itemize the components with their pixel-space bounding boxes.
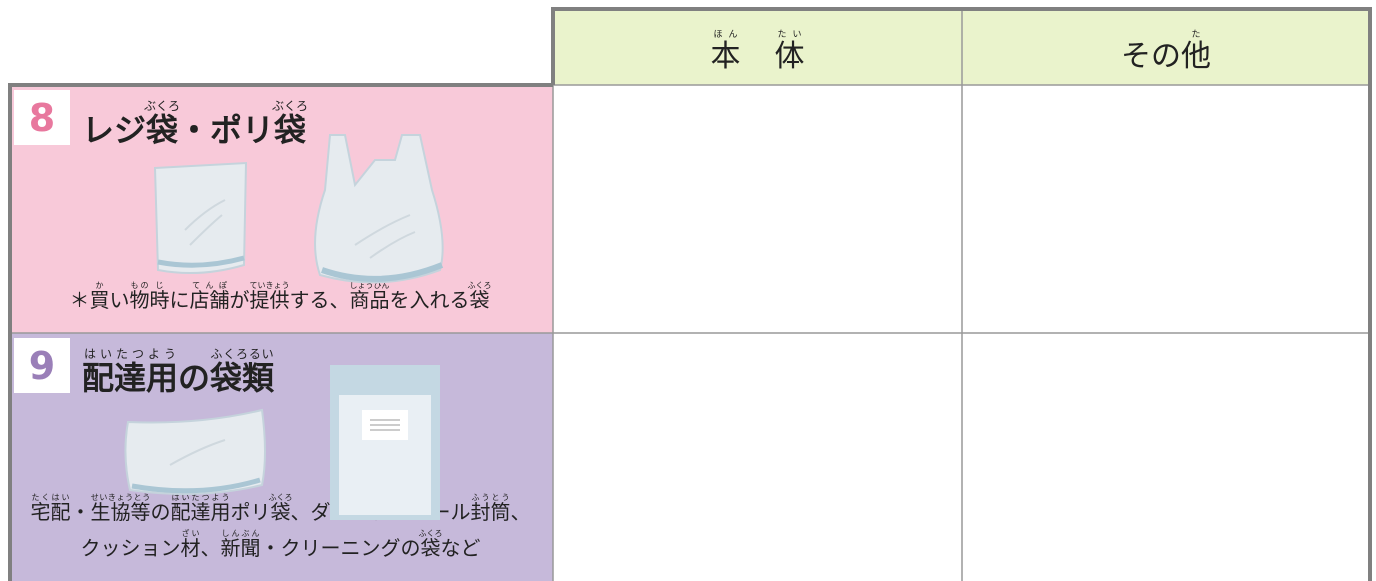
text: い <box>109 288 130 312</box>
note-line: 宅配たくはい・生協等せいきょうとうの配達用はいたつようポリ袋ふくろ、ダイレクトメ… <box>8 493 553 529</box>
text: ポリ <box>230 500 271 524</box>
note-line: クッション材ざい、新聞しんぶん・クリーニングの袋ふくろなど <box>8 529 553 565</box>
row-number: 8 <box>14 90 70 145</box>
furigana: しんぶん <box>220 529 261 538</box>
text: 配達用 <box>82 359 179 397</box>
furigana: ふくろ <box>418 529 443 538</box>
furigana: たくはい <box>30 493 71 502</box>
ruby-text: 袋ふくろ <box>467 281 492 312</box>
text: 封筒 <box>470 500 511 524</box>
ruby-text: 新聞しんぶん <box>220 529 261 560</box>
text: 買 <box>89 288 110 312</box>
furigana: てんぽ <box>189 281 230 290</box>
furigana: か <box>89 281 110 290</box>
ruby-text: 他た <box>1181 30 1211 75</box>
furigana: ふくろるい <box>210 347 275 361</box>
ruby-text: 商品しょうひん <box>349 281 390 312</box>
text: 店舗 <box>189 288 230 312</box>
ruby-text: 買か <box>89 281 110 312</box>
text: が <box>229 288 250 312</box>
text: 袋 <box>272 111 309 149</box>
furigana: ふうとう <box>470 493 511 502</box>
text: の <box>150 500 171 524</box>
furigana: た <box>1181 30 1211 40</box>
row-label: 9 配達用はいたつようの袋類ふくろるい 宅配たくはい・生協等せいきょうとうの配達… <box>8 333 553 581</box>
ruby-text: 配達用はいたつよう <box>170 493 231 524</box>
text: 本 <box>710 39 741 74</box>
text: 物 <box>129 288 150 312</box>
furigana: ていきょう <box>249 281 290 290</box>
text: する、 <box>289 288 350 312</box>
text: を入れる <box>389 288 470 312</box>
text: 生協等 <box>90 500 151 524</box>
furigana: たい <box>774 30 805 40</box>
text: 、 <box>510 500 531 524</box>
text: 商品 <box>349 288 390 312</box>
text: 配達用 <box>170 500 231 524</box>
text: 、 <box>200 536 221 560</box>
text: クッション <box>80 536 181 560</box>
furigana: ざい <box>180 529 201 538</box>
text: など <box>440 536 481 560</box>
text: 袋 <box>467 288 492 312</box>
text: ・ <box>70 500 91 524</box>
furigana: じ <box>149 281 170 290</box>
furigana: ふくろ <box>268 493 293 502</box>
text: レジ <box>82 111 147 149</box>
ruby-text: 体たい <box>775 30 805 75</box>
ruby-text: 生協等せいきょうとう <box>90 493 151 524</box>
furigana: もの <box>129 281 150 290</box>
text: 袋類 <box>210 359 275 397</box>
text: 新聞 <box>220 536 261 560</box>
text: 時 <box>149 288 170 312</box>
row-title: レジ袋ぶくろ・ポリ袋ぶくろ <box>82 99 308 151</box>
text: に <box>169 288 190 312</box>
text: 袋 <box>418 536 443 560</box>
text: ・ポリ <box>178 111 275 149</box>
furigana: せいきょうとう <box>90 493 151 502</box>
furigana: はいたつよう <box>82 347 179 361</box>
text: その <box>1121 39 1181 74</box>
row-number: 9 <box>14 338 70 393</box>
ruby-text: 封筒ふうとう <box>470 493 511 524</box>
ruby-text: 袋類ふくろるい <box>210 347 275 397</box>
furigana: ぶくろ <box>144 99 181 113</box>
furigana: はいたつよう <box>170 493 231 502</box>
note-line: ＊買かい物もの時じに店舗てんぽが提供ていきょうする、商品しょうひんを入れる袋ふく… <box>8 281 553 317</box>
ruby-text: 時じ <box>149 281 170 312</box>
ruby-text: 材ざい <box>180 529 201 560</box>
ruby-text: 袋ふくろ <box>268 493 293 524</box>
text: 、ダイレクトメール <box>290 500 471 524</box>
furigana: しょうひん <box>349 281 390 290</box>
ruby-text: 袋ぶくろ <box>272 99 309 149</box>
ruby-text: 本ほん <box>711 30 741 75</box>
row-note: 宅配たくはい・生協等せいきょうとうの配達用はいたつようポリ袋ふくろ、ダイレクトメ… <box>8 493 553 565</box>
text: 袋 <box>144 111 181 149</box>
furigana: ふくろ <box>467 281 492 290</box>
text: 体 <box>774 39 805 74</box>
text: 材 <box>180 536 201 560</box>
row-label: 8 レジ袋ぶくろ・ポリ袋ぶくろ ＊買かい物もの時じに店舗てんぽが提供ていきょうす… <box>8 85 553 333</box>
text: 提供 <box>249 288 290 312</box>
furigana: ぶくろ <box>272 99 309 113</box>
row-note: ＊買かい物もの時じに店舗てんぽが提供ていきょうする、商品しょうひんを入れる袋ふく… <box>8 281 553 317</box>
text: 宅配 <box>30 500 71 524</box>
header-cell: 本ほん 体たい <box>553 9 962 85</box>
text: 他 <box>1181 39 1211 74</box>
ruby-text: 配達用はいたつよう <box>82 347 179 397</box>
text: の <box>178 359 211 397</box>
ruby-text: 物もの <box>129 281 150 312</box>
ruby-text: 袋ふくろ <box>418 529 443 560</box>
ruby-text: 店舗てんぽ <box>189 281 230 312</box>
furigana: ほん <box>710 30 741 40</box>
ruby-text: 袋ぶくろ <box>144 99 181 149</box>
text: 袋 <box>268 500 293 524</box>
ruby-text: 提供ていきょう <box>249 281 290 312</box>
ruby-text: 宅配たくはい <box>30 493 71 524</box>
header-cell: その 他た <box>962 9 1370 85</box>
row-title: 配達用はいたつようの袋類ふくろるい <box>82 347 274 399</box>
text: ・クリーニングの <box>260 536 421 560</box>
text: ＊ <box>69 288 90 312</box>
